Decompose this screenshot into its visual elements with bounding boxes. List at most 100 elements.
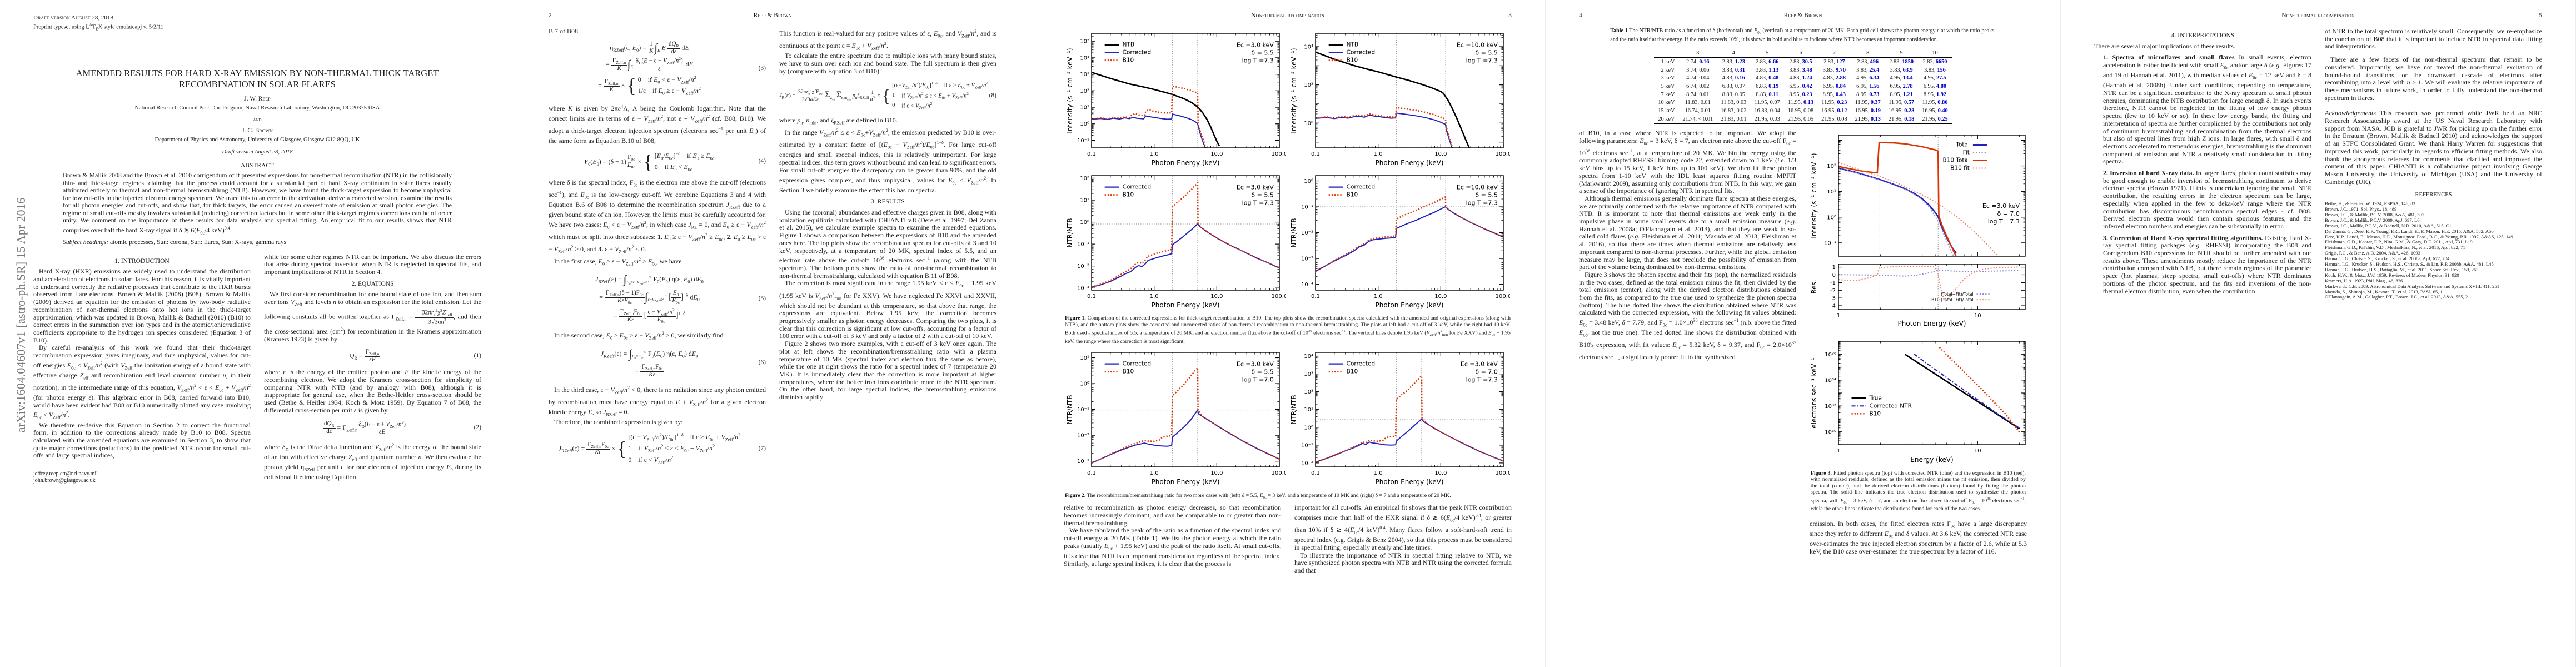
table-row: 2 keV 3.74, 0.06 3.83, 0.31 3.83, 1.13 3.83,… xyxy=(1654,66,1951,74)
svg-text:10: 10 xyxy=(1974,313,1981,319)
page2-right-column: This function is real-valued for any pos… xyxy=(779,28,996,472)
svg-text:Photon Energy (keV): Photon Energy (keV) xyxy=(1898,320,1966,327)
equation-4: F0(E0) = (δ − 1) F0c E0c × {[E0/E0c]−δ if E… xyxy=(584,150,766,173)
table-cell: 4.95, 27.5 xyxy=(1923,75,1947,82)
svg-text:Photon Energy (keV): Photon Energy (keV) xyxy=(1152,301,1220,309)
equation-5: JRZeff(ε) = ∫E0=ε−VZeff/n²∞ F0(E0) η(ε, … xyxy=(595,272,766,325)
table-column-header: 6 xyxy=(1799,50,1802,57)
svg-text:0: 0 xyxy=(1832,272,1836,278)
svg-text:10⁻²: 10⁻² xyxy=(1077,263,1089,270)
svg-text:δ = 5.5: δ = 5.5 xyxy=(1475,191,1497,198)
table-cell: 4.74, 0.04 xyxy=(1686,75,1710,82)
equation-2: dQR dε = ΓZeff,n δD(E − ε + VZeff/n2) εE (2… xyxy=(323,419,481,436)
email-1: jeffrey.reep.ctr@nrl.navy.mil xyxy=(33,471,98,477)
svg-text:log T =7.3: log T =7.3 xyxy=(1466,376,1498,384)
svg-text:B10: B10 xyxy=(1347,369,1358,375)
svg-text:10.0: 10.0 xyxy=(1434,151,1447,157)
figure1-top-right-plot: 0.1 1.0 10.0 100.0 10⁰ 10² 10⁴ Photon Energy (k… xyxy=(1289,28,1511,170)
svg-text:1.0: 1.0 xyxy=(1150,470,1159,476)
running-title: Non-thermal recombination xyxy=(1251,12,1324,19)
svg-text:Energy (keV): Energy (keV) xyxy=(1910,456,1953,464)
svg-text:Photon Energy (keV): Photon Energy (keV) xyxy=(1376,478,1444,486)
table-cell: 8.74, 0.01 xyxy=(1686,91,1710,98)
table-cell: 3.83, 25.4 xyxy=(1856,67,1880,73)
table-cell: 2.83, 496 xyxy=(1857,58,1879,65)
svg-text:B10: B10 xyxy=(1123,369,1134,375)
paragraph: where pn, nmin, and ζRZeff are defined i… xyxy=(779,116,898,126)
section-2-heading: 2. EQUATIONS xyxy=(351,280,394,287)
svg-text:10⁻¹: 10⁻¹ xyxy=(1824,240,1836,246)
equation-number: (1) xyxy=(474,352,481,359)
svg-text:100.0: 100.0 xyxy=(1272,293,1286,300)
reference-item: Bethe, H., & Heitler, W. 1934, RSPSA, 14… xyxy=(2325,201,2415,207)
table-cell: 4.83, 1.24 xyxy=(1789,75,1812,82)
acknowledgements: Acknowledgements This research was perfo… xyxy=(2325,109,2542,186)
reference-item: Fleishman, G.D., Kontar, E.P., Nita, G.M… xyxy=(2325,239,2473,245)
table-column-header: 4 xyxy=(1732,50,1735,57)
running-title: Reep & Brown xyxy=(753,12,792,19)
svg-text:1.0: 1.0 xyxy=(1374,470,1383,476)
svg-text:10: 10 xyxy=(1974,448,1981,454)
paragraph: important for all cut-offs. An empirical… xyxy=(1294,504,1512,551)
chart-svg: 0.1 1.0 10.0 100.0 10⁻¹ 10⁰ 10¹ 10² 10³ 10⁴ 10⁵ Pho… xyxy=(1066,33,1287,167)
table-cell: 21.74, < 0.01 xyxy=(1682,116,1713,122)
svg-text:Ec =3.0 keV: Ec =3.0 keV xyxy=(1461,361,1498,368)
table-cell: 6.95, 0.42 xyxy=(1789,83,1812,89)
svg-text:Ec =3.0 keV: Ec =3.0 keV xyxy=(1237,42,1274,49)
references-list: Bethe, H., & Heitler, W. 1934, RSPSA, 14… xyxy=(2325,201,2542,300)
svg-text:-1: -1 xyxy=(1830,280,1836,286)
table-cell: 3.83, 1.13 xyxy=(1756,67,1779,73)
svg-text:1: 1 xyxy=(1832,265,1836,271)
svg-text:0.1: 0.1 xyxy=(1311,470,1320,476)
reference-item: Grigis, P.C., & Benz, A.O. 2004, A&A, 42… xyxy=(2325,250,2420,256)
chart-svg: 10⁻¹ 10⁰ 10¹ 10² Intensity (s⁻¹ cm⁻² keV⁻¹) T… xyxy=(1810,135,2026,257)
svg-text:10⁻¹: 10⁻¹ xyxy=(1301,443,1313,449)
svg-text:10³²: 10³² xyxy=(1825,404,1836,410)
svg-text:10¹: 10¹ xyxy=(1080,197,1089,203)
svg-text:10.0: 10.0 xyxy=(1434,293,1447,300)
figure-3-caption: Figure 3. Fitted photon spectra (top) wi… xyxy=(1811,470,2026,512)
table-cell: 2.83, 1850 xyxy=(1889,58,1914,65)
table-row: 20 keV 21.74, < 0.01 21.83, 0.01 21.95, 0.0… xyxy=(1654,115,1951,123)
paragraph: By careful re-analysis of this work we f… xyxy=(33,344,251,420)
running-title: Non-thermal recombination xyxy=(2281,12,2355,19)
svg-text:Ec =3.0 keV: Ec =3.0 keV xyxy=(1237,361,1274,368)
page-1: arXiv:1604.04607v1 [astro-ph.SR] 15 Apr … xyxy=(0,0,515,667)
table-cell: 3.83, 63.9 xyxy=(1890,67,1913,73)
svg-text:δ = 5.5: δ = 5.5 xyxy=(1475,49,1497,57)
table-cell: 3.83, 3.48 xyxy=(1789,67,1812,73)
svg-text:Photon Energy (keV): Photon Energy (keV) xyxy=(1376,301,1444,309)
figure-1-caption: Figure 1. Comparison of the corrected ex… xyxy=(1065,315,1511,345)
svg-text:Corrected: Corrected xyxy=(1347,49,1375,56)
page-4: 4 Reep & Brown Table 1 The NTR/NTB ratio… xyxy=(1546,0,2061,667)
svg-text:log T =7.3: log T =7.3 xyxy=(1466,199,1498,206)
svg-text:-4: -4 xyxy=(1830,303,1836,309)
svg-text:log T =7.3: log T =7.3 xyxy=(1242,199,1274,206)
svg-text:10²: 10² xyxy=(1080,176,1089,182)
svg-text:B10 fit: B10 fit xyxy=(1950,165,1970,171)
paragraph: This function is real-valued for any pos… xyxy=(779,29,996,51)
equation-number: (7) xyxy=(758,445,766,452)
svg-text:10¹: 10¹ xyxy=(1827,189,1836,195)
equation-7: JRZeff(ε) = ΓZeff,nF0c Kε × {[(ε − VZeff/… xyxy=(558,432,766,465)
interpretation-item-2: 2. Inversion of hard X-ray data. In larg… xyxy=(2103,169,2311,230)
svg-text:10³⁰: 10³⁰ xyxy=(1825,430,1836,436)
equation-number: (4) xyxy=(758,158,766,165)
page-number: 3 xyxy=(1508,12,1512,19)
svg-text:δ = 7.0: δ = 7.0 xyxy=(1997,210,2019,217)
table-cell: 4.95, 13.4 xyxy=(1890,75,1913,82)
table-column-header: 5 xyxy=(1766,50,1769,57)
table-cell: 8.83, 0.05 xyxy=(1722,91,1745,98)
svg-text:Corrected: Corrected xyxy=(1123,183,1151,190)
paragraph: There are a few facets of the non-therma… xyxy=(2325,56,2542,102)
svg-text:10⁰: 10⁰ xyxy=(1080,121,1089,127)
svg-text:Ec =10.0 keV: Ec =10.0 keV xyxy=(1457,183,1498,191)
equation-6: JRZeff(ε) = ∫E0=E0c∞ F0(E0) η(ε, E0) dE0… xyxy=(600,346,766,379)
svg-text:10⁻³: 10⁻³ xyxy=(1077,459,1089,465)
table-cell: 6.74, 0.02 xyxy=(1686,83,1710,89)
table-row-header: 7 keV xyxy=(1661,91,1675,98)
svg-text:10.0: 10.0 xyxy=(1210,470,1223,476)
svg-text:B10: B10 xyxy=(1870,411,1881,417)
table-cell: 6.83, 0.19 xyxy=(1756,83,1779,89)
svg-text:Photon Energy (keV): Photon Energy (keV) xyxy=(1376,159,1444,167)
